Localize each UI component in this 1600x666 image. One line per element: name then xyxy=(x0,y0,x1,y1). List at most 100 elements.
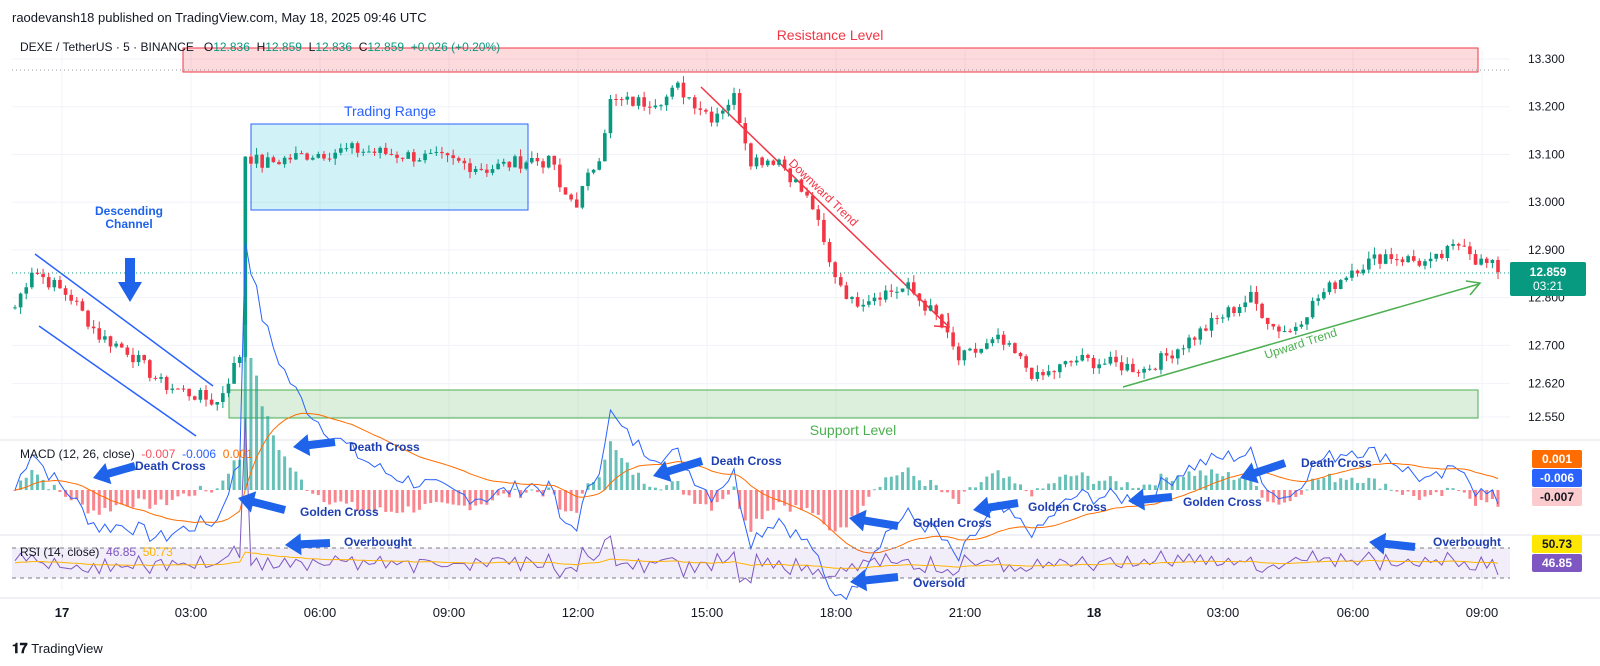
candle-body xyxy=(1091,357,1096,369)
candle-body xyxy=(883,290,888,300)
candle-body xyxy=(889,290,894,292)
candle-body xyxy=(192,396,197,400)
candle-body xyxy=(1496,259,1500,273)
macd-legend[interactable]: MACD (12, 26, close) -0.007 -0.006 0.001 xyxy=(20,447,253,461)
macd-histogram-bar xyxy=(52,484,56,490)
macd-histogram-bar xyxy=(86,490,90,514)
candle-body xyxy=(485,169,489,173)
candle-body xyxy=(52,279,57,288)
macd-histogram-bar xyxy=(524,490,528,493)
tradingview-logo[interactable]: 𝟏𝟕 TradingView xyxy=(12,640,103,657)
candle-body xyxy=(518,156,523,169)
candle-body xyxy=(198,389,203,400)
candle-body xyxy=(451,155,455,159)
rsi-legend[interactable]: RSI (14, close) 46.85 50.73 xyxy=(20,545,173,559)
macd-histogram-bar xyxy=(721,490,725,500)
macd-histogram-bar xyxy=(232,460,236,490)
candle-body xyxy=(591,169,596,173)
candle-body xyxy=(18,293,23,308)
candle-body xyxy=(1344,277,1349,280)
candle-body xyxy=(895,291,899,293)
candle-body xyxy=(1209,318,1214,331)
macd-histogram-bar xyxy=(80,490,84,505)
candle-body xyxy=(204,389,208,400)
candle-body xyxy=(1288,330,1292,332)
candle-body xyxy=(462,160,467,164)
resistance-label: Resistance Level xyxy=(777,27,884,43)
candle-body xyxy=(1383,254,1388,264)
candle-body xyxy=(1001,334,1006,345)
candle-body xyxy=(277,162,281,165)
candle-body xyxy=(490,169,495,173)
candle-body xyxy=(400,157,405,159)
macd-histogram-bar xyxy=(1367,477,1371,490)
candle-body xyxy=(119,343,124,348)
candle-body xyxy=(1490,259,1495,263)
macd-histogram-bar xyxy=(311,490,315,494)
candle-body xyxy=(456,158,461,161)
open-value: 12.836 xyxy=(213,40,250,54)
candle-body xyxy=(1378,254,1382,264)
candle-body xyxy=(1355,270,1360,274)
rsi-badge: 46.85 xyxy=(1532,554,1582,572)
candle-body xyxy=(103,336,107,340)
candle-body xyxy=(282,157,287,165)
macd-histogram-bar xyxy=(108,490,112,512)
macd-histogram-bar xyxy=(659,489,663,491)
candle-body xyxy=(1125,363,1130,371)
candle-body xyxy=(636,97,641,106)
macd-histogram-bar xyxy=(204,490,208,492)
candle-body xyxy=(378,147,382,153)
macd-histogram-bar xyxy=(457,490,461,506)
candle-body xyxy=(1417,260,1422,266)
candle-body xyxy=(1260,303,1264,318)
resistance-zone xyxy=(182,47,1479,73)
candle-body xyxy=(1445,245,1450,258)
candle-body xyxy=(305,153,309,160)
candle-body xyxy=(1428,258,1433,262)
candle-body xyxy=(647,106,652,108)
macd-histogram-bar xyxy=(1322,477,1326,490)
trading-range-label: Trading Range xyxy=(344,103,436,119)
countdown-value: 03:21 xyxy=(1532,279,1564,293)
macd-histogram-bar xyxy=(1361,482,1365,490)
candle-body xyxy=(1108,356,1113,364)
candle-body xyxy=(1147,368,1152,370)
candle-body xyxy=(316,153,321,158)
candle-body xyxy=(1058,364,1062,373)
candle-body xyxy=(1406,256,1410,263)
candle-body xyxy=(1271,323,1276,327)
candle-body xyxy=(1372,254,1377,259)
candle-body xyxy=(1153,368,1158,370)
macd-histogram-bar xyxy=(210,490,214,493)
macd-histogram-bar xyxy=(1429,490,1433,496)
macd-histogram-bar xyxy=(1148,484,1152,490)
candle-body xyxy=(1159,353,1163,370)
macd-histogram-bar xyxy=(299,479,303,490)
time-tick-label: 09:00 xyxy=(1466,605,1499,620)
macd-histogram-bar xyxy=(417,490,421,510)
candle-body xyxy=(1423,261,1427,266)
candle-body xyxy=(513,156,517,168)
candle-body xyxy=(294,153,298,160)
candle-body xyxy=(754,157,759,167)
candle-body xyxy=(114,343,118,347)
macd-histogram-bar xyxy=(423,490,427,504)
candle-body xyxy=(805,191,809,196)
candle-body xyxy=(1462,245,1467,247)
candle-body xyxy=(1316,298,1321,301)
macd-histogram-bar xyxy=(1058,476,1062,490)
candle-body xyxy=(69,294,73,301)
candle-body xyxy=(406,152,411,159)
macd-histogram-bar xyxy=(1136,487,1140,490)
macd-histogram-bar xyxy=(1339,478,1343,490)
macd-histogram-bar xyxy=(743,490,747,521)
candle-body xyxy=(996,334,1000,340)
candle-body xyxy=(676,82,680,88)
death-cross-arrow-icon xyxy=(93,462,137,485)
macd-histogram-bar xyxy=(777,490,781,503)
symbol-name[interactable]: DEXE / TetherUS · 5 · BINANCE xyxy=(20,40,194,54)
macd-histogram-bar xyxy=(698,490,702,505)
macd-histogram-bar xyxy=(58,490,62,493)
